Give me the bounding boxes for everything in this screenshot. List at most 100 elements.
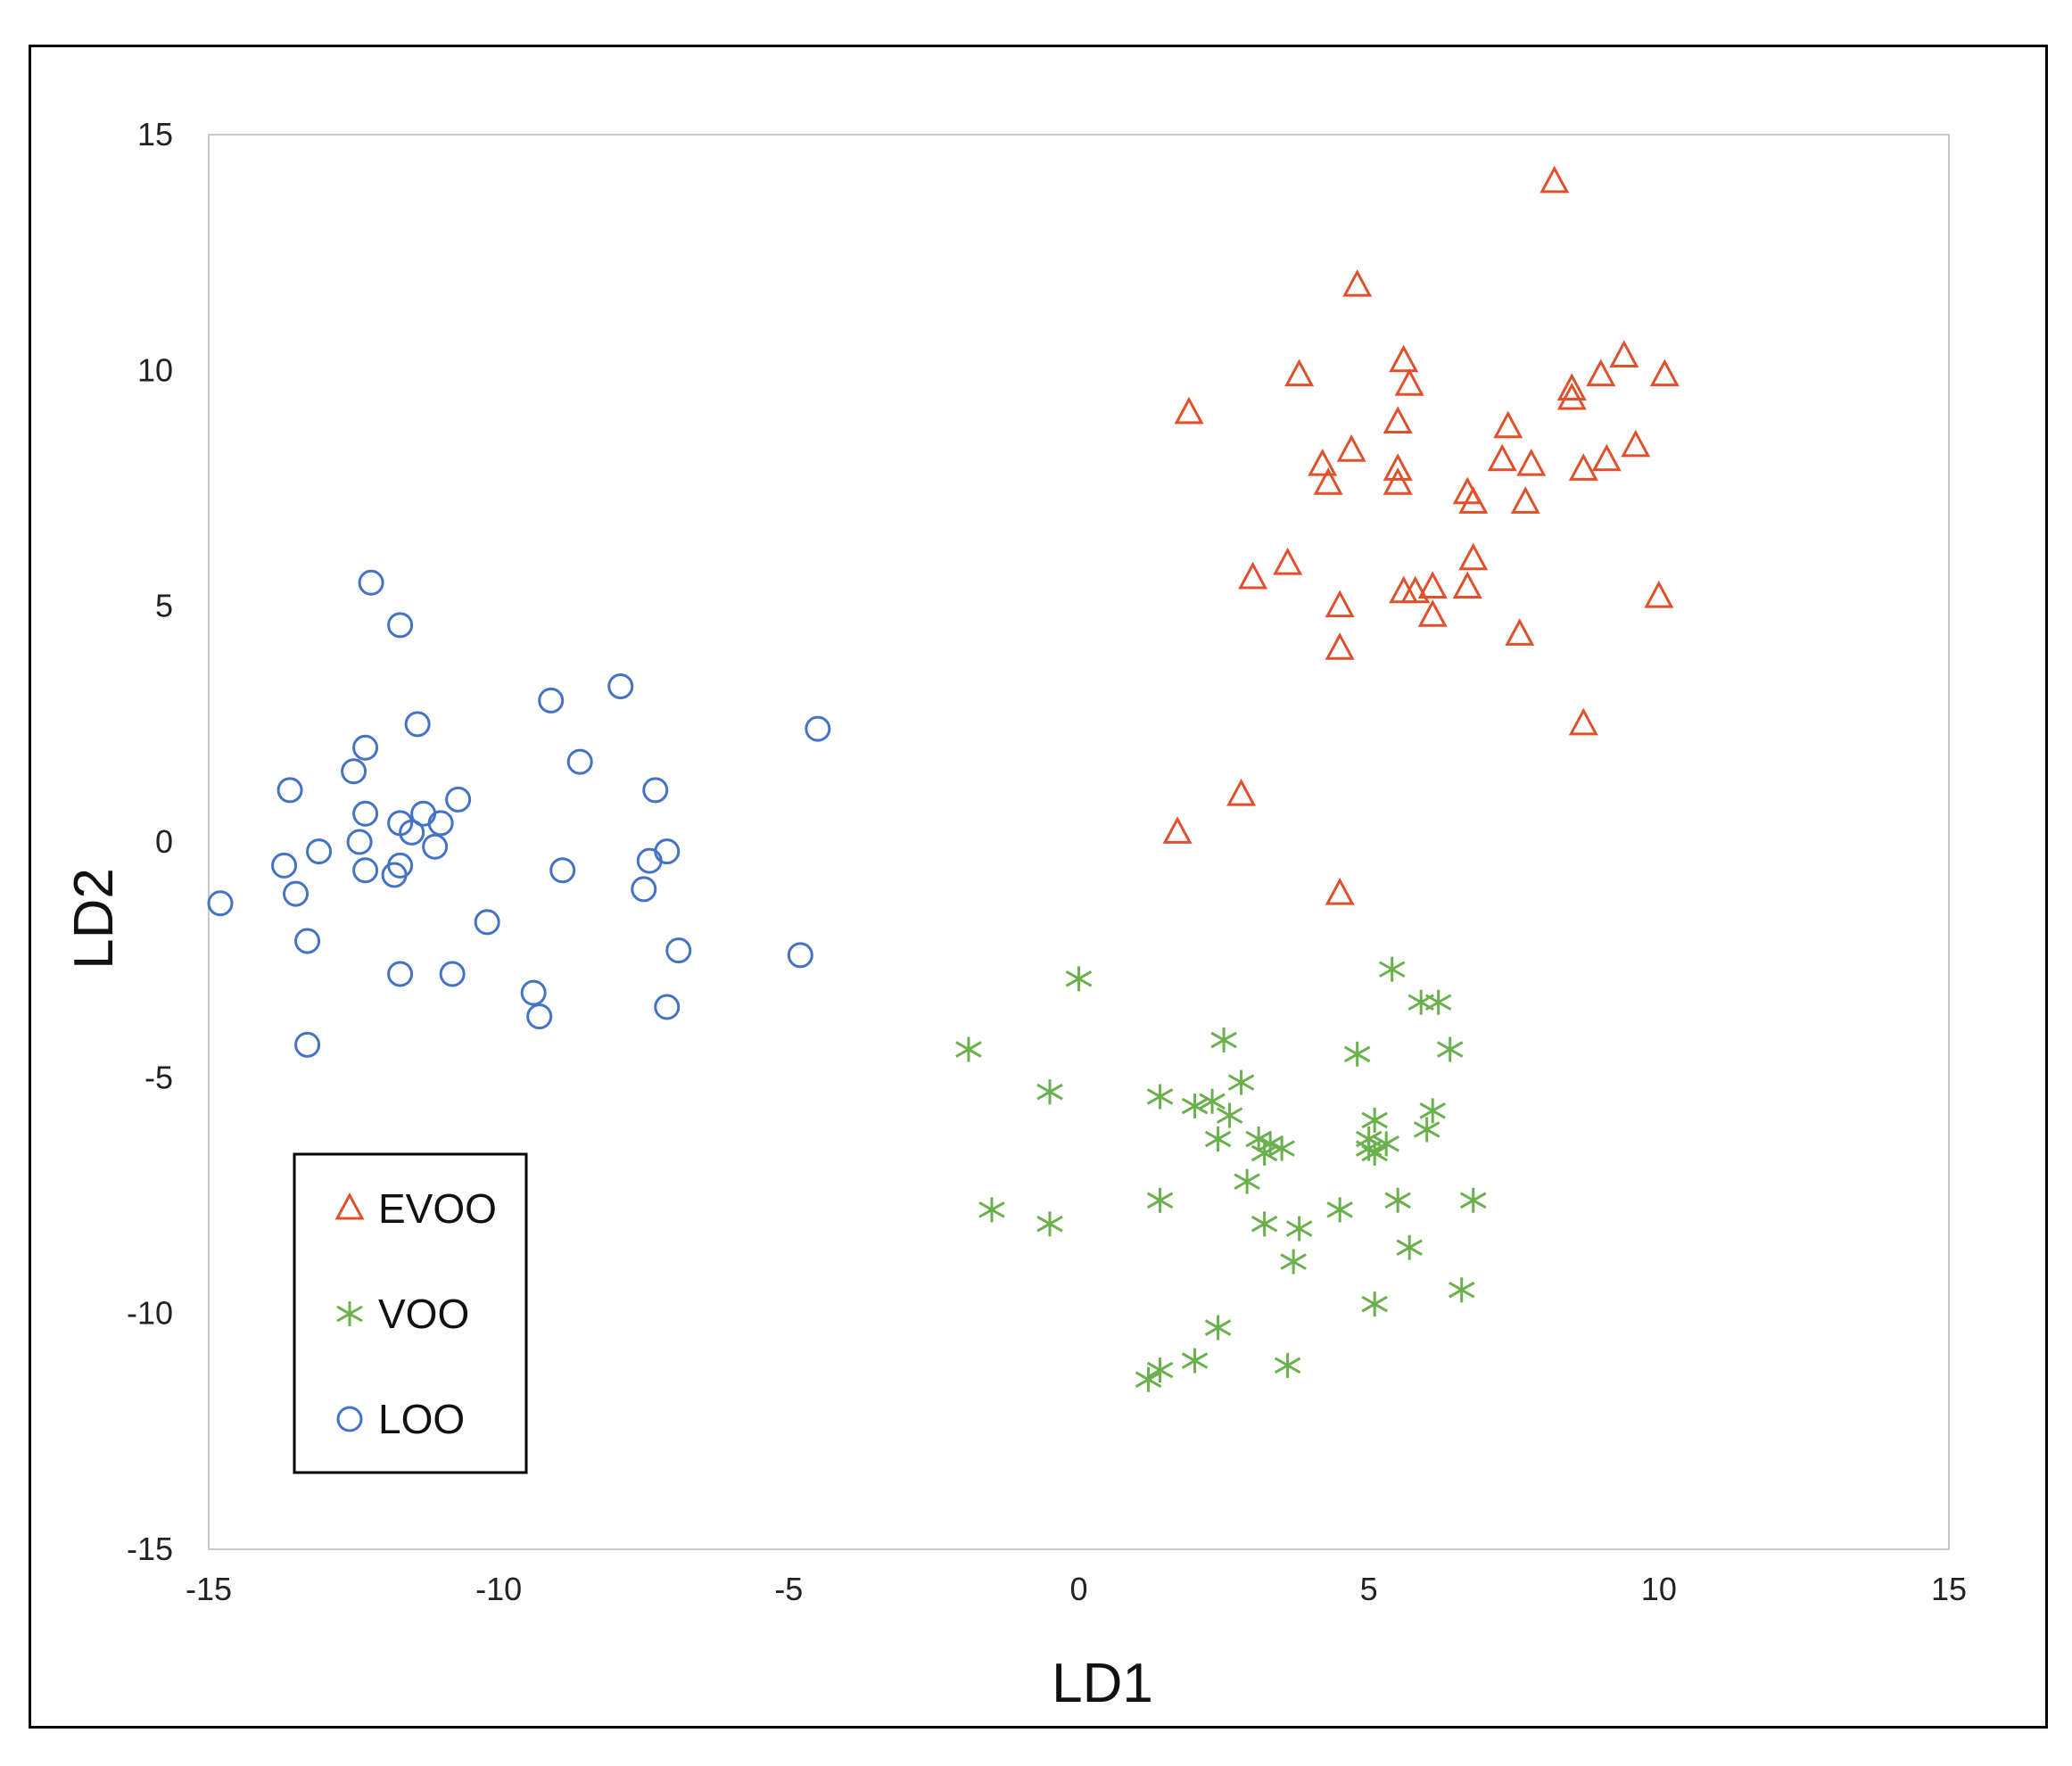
- point-voo: [1065, 966, 1093, 992]
- point-loo: [399, 819, 425, 846]
- point-voo: [1216, 1102, 1243, 1128]
- point-voo: [1424, 989, 1452, 1015]
- legend-label-loo: LOO: [378, 1396, 465, 1442]
- point-loo: [445, 786, 472, 813]
- figure-frame: [29, 45, 2048, 1729]
- point-evoo: [1510, 486, 1540, 514]
- point-voo: [1361, 1140, 1388, 1166]
- point-loo: [439, 961, 466, 987]
- point-voo: [1448, 1277, 1475, 1303]
- point-evoo: [1452, 571, 1482, 599]
- point-evoo: [1389, 344, 1419, 373]
- point-loo: [352, 857, 379, 884]
- point-evoo: [1621, 429, 1651, 458]
- point-loo: [538, 687, 565, 714]
- x-tick-label: -15: [186, 1571, 232, 1607]
- x-axis-ticks: -15 -10 -5 0 5 10 15: [186, 1571, 1967, 1607]
- point-voo: [1361, 1291, 1388, 1317]
- point-loo: [526, 1003, 553, 1030]
- point-voo: [1459, 1187, 1487, 1213]
- point-loo: [787, 942, 813, 969]
- point-loo: [636, 847, 663, 874]
- point-voo: [1343, 1041, 1371, 1067]
- point-loo: [642, 777, 669, 804]
- point-evoo: [1336, 434, 1366, 462]
- legend-label-evoo: EVOO: [378, 1185, 497, 1232]
- point-loo: [631, 876, 657, 903]
- point-voo: [1407, 989, 1434, 1015]
- point-voo: [1036, 1211, 1063, 1237]
- point-evoo: [1325, 877, 1355, 905]
- point-evoo: [1556, 382, 1587, 410]
- point-evoo: [1325, 590, 1355, 618]
- point-voo: [1181, 1348, 1209, 1374]
- legend-label-voo: VOO: [378, 1291, 469, 1337]
- point-voo: [1204, 1315, 1232, 1341]
- point-voo: [1135, 1366, 1162, 1392]
- point-loo: [306, 838, 333, 865]
- point-evoo: [1493, 410, 1523, 439]
- point-voo: [1326, 1197, 1353, 1223]
- data-points: [207, 165, 1680, 1392]
- point-voo: [1251, 1211, 1278, 1237]
- point-voo: [1146, 1187, 1174, 1213]
- point-evoo: [1226, 778, 1257, 806]
- legend-marker-evoo: [334, 1192, 365, 1220]
- point-evoo: [1325, 632, 1355, 660]
- y-tick-label: 0: [155, 823, 173, 860]
- point-voo: [1378, 956, 1406, 982]
- point-loo: [549, 857, 576, 884]
- legend-marker-voo: [336, 1301, 363, 1326]
- series-loo: [207, 569, 831, 1058]
- point-voo: [1146, 1358, 1174, 1383]
- point-voo: [1361, 1107, 1388, 1133]
- point-evoo: [1383, 467, 1413, 495]
- point-evoo: [1458, 542, 1489, 571]
- point-loo: [294, 1031, 321, 1058]
- point-evoo: [1162, 816, 1193, 844]
- point-loo: [358, 569, 384, 596]
- point-voo: [1274, 1352, 1301, 1378]
- point-evoo: [1383, 453, 1413, 481]
- y-tick-label: 15: [137, 116, 173, 153]
- point-voo: [1268, 1135, 1295, 1161]
- point-voo: [1436, 1036, 1464, 1062]
- point-loo: [805, 715, 831, 742]
- point-voo: [1396, 1234, 1423, 1260]
- point-evoo: [1644, 580, 1674, 608]
- point-loo: [277, 777, 303, 804]
- point-voo: [1227, 1069, 1255, 1095]
- point-evoo: [1417, 571, 1448, 599]
- y-axis-ticks: -15 -10 -5 0 5 10 15: [127, 116, 173, 1567]
- point-evoo: [1568, 707, 1598, 736]
- x-tick-label: 10: [1641, 1571, 1677, 1607]
- y-tick-label: -5: [144, 1059, 173, 1095]
- point-voo: [1204, 1126, 1232, 1152]
- y-axis-title: LD2: [63, 868, 125, 970]
- y-tick-label: 10: [137, 351, 173, 388]
- point-voo: [1280, 1249, 1307, 1275]
- point-evoo: [1609, 340, 1639, 367]
- x-axis-title: LD1: [1052, 1653, 1153, 1714]
- x-tick-label: 5: [1360, 1571, 1378, 1607]
- y-tick-label: 5: [155, 588, 173, 624]
- point-evoo: [1586, 359, 1616, 387]
- y-tick-label: -15: [127, 1531, 173, 1567]
- point-voo: [1245, 1126, 1272, 1152]
- point-evoo: [1273, 547, 1303, 575]
- point-loo: [566, 748, 593, 775]
- point-evoo: [1540, 165, 1570, 194]
- point-loo: [381, 862, 408, 888]
- point-evoo: [1238, 561, 1268, 590]
- point-evoo: [1394, 368, 1424, 396]
- point-loo: [665, 937, 692, 964]
- point-voo: [955, 1036, 982, 1062]
- point-loo: [654, 838, 681, 865]
- point-evoo: [1400, 575, 1431, 604]
- point-loo: [607, 673, 634, 700]
- point-loo: [387, 612, 414, 639]
- x-tick-label: -10: [475, 1571, 522, 1607]
- x-tick-label: 0: [1069, 1571, 1087, 1607]
- x-tick-label: -5: [774, 1571, 803, 1607]
